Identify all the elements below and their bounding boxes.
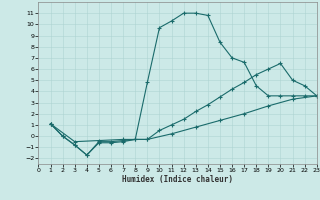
X-axis label: Humidex (Indice chaleur): Humidex (Indice chaleur) (122, 175, 233, 184)
